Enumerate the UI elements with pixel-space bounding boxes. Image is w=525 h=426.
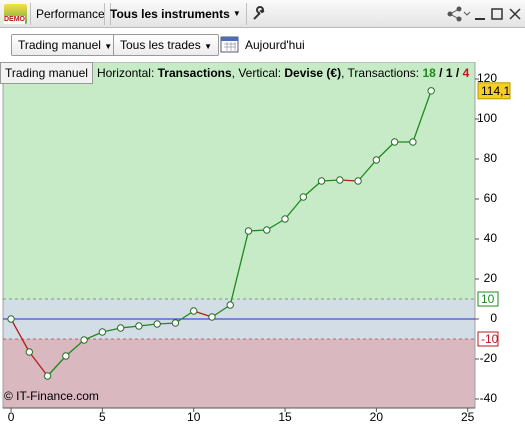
x-tick-label: 15 bbox=[278, 410, 292, 424]
data-point bbox=[244, 227, 253, 235]
line-segment bbox=[412, 90, 432, 143]
header-text: , Vertical: bbox=[231, 66, 282, 80]
logo: DEMO bbox=[4, 4, 27, 24]
chart-tab[interactable]: Trading manuel bbox=[0, 62, 93, 84]
header-text: Devise (€) bbox=[284, 66, 342, 80]
header-text: Horizontal: bbox=[96, 66, 155, 80]
chart: 10 -10 120 100 80 60 40 20 0 -20 -40 0 5 10 15 20 25 114,… bbox=[2, 62, 511, 424]
threshold-label-box bbox=[477, 291, 499, 307]
threshold-label-box bbox=[477, 331, 499, 347]
tab-label: Tous les instruments bbox=[110, 7, 230, 21]
window-icons[interactable] bbox=[446, 6, 522, 22]
mode-dropdown[interactable]: Trading manuel ▼ bbox=[11, 34, 120, 56]
header-text: Transactions bbox=[157, 66, 232, 80]
y-tick-label: 80 bbox=[484, 151, 498, 165]
toolbar: DEMO Performance Tous les instruments ▼ bbox=[0, 0, 525, 28]
y-tick-label: 60 bbox=[484, 191, 498, 205]
upper-zone bbox=[3, 62, 475, 299]
data-point bbox=[43, 372, 52, 380]
data-point bbox=[372, 156, 381, 164]
data-point bbox=[226, 301, 234, 309]
data-point bbox=[281, 215, 289, 223]
data-point bbox=[390, 138, 399, 146]
even-count: 1 bbox=[445, 66, 453, 80]
data-point bbox=[263, 226, 271, 234]
x-tick-label: 10 bbox=[187, 410, 201, 424]
line-segment bbox=[229, 230, 250, 306]
x-tick-label: 0 bbox=[8, 410, 15, 424]
logo-text: DEMO bbox=[4, 16, 25, 24]
line-segment bbox=[10, 318, 30, 353]
separator: / bbox=[455, 66, 460, 80]
line-segment bbox=[375, 141, 396, 161]
line-segment bbox=[65, 339, 85, 357]
y-tick-label: 120 bbox=[477, 71, 497, 85]
tab[interactable]: Tous les instruments ▼ bbox=[104, 3, 247, 25]
trades-label: Tous les trades bbox=[120, 38, 201, 52]
data-point bbox=[7, 315, 15, 323]
data-point bbox=[62, 352, 70, 360]
value-label: 114,1 bbox=[481, 84, 510, 98]
y-tick-label: 100 bbox=[477, 111, 497, 125]
data-point bbox=[299, 193, 307, 201]
y-tick-label: 40 bbox=[484, 231, 498, 245]
y-tick-label: 0 bbox=[490, 311, 497, 325]
line-segment bbox=[302, 180, 322, 198]
date-label[interactable]: Aujourd'hui bbox=[245, 38, 305, 52]
calendar-icon[interactable] bbox=[220, 34, 240, 54]
data-point bbox=[336, 176, 344, 184]
line-segment bbox=[47, 355, 67, 377]
x-tick-label: 20 bbox=[370, 410, 384, 424]
data-point bbox=[171, 319, 180, 327]
data-point bbox=[153, 320, 161, 328]
tab[interactable]: Performance bbox=[30, 3, 111, 25]
data-point bbox=[135, 322, 143, 330]
loss-count: 4 bbox=[462, 66, 470, 80]
separator: / bbox=[439, 66, 443, 80]
dropdown-arrow: ▼ bbox=[232, 9, 241, 18]
line-segment bbox=[28, 351, 49, 377]
value-label-box bbox=[477, 82, 511, 100]
data-point bbox=[427, 87, 435, 95]
threshold-label: 10 bbox=[481, 292, 495, 306]
y-tick-label: -40 bbox=[480, 391, 498, 405]
data-point bbox=[80, 336, 88, 344]
line-segment bbox=[284, 196, 304, 220]
header-text: , Transactions: bbox=[341, 66, 420, 80]
data-point bbox=[116, 324, 125, 332]
data-point bbox=[189, 307, 198, 315]
data-point bbox=[208, 313, 216, 321]
chart-header: Trading manuel Horizontal: Transactions, … bbox=[0, 62, 470, 84]
trades-dropdown[interactable]: Tous les trades ▼ bbox=[113, 34, 219, 56]
credit: © IT-Finance.com bbox=[4, 389, 99, 403]
data-point bbox=[98, 328, 107, 336]
win-count: 18 bbox=[422, 66, 436, 80]
data-point bbox=[317, 177, 326, 185]
data-point bbox=[25, 348, 34, 356]
mode-label: Trading manuel bbox=[18, 38, 101, 52]
data-point bbox=[354, 177, 362, 185]
line-segment bbox=[357, 159, 377, 182]
x-tick-label: 5 bbox=[99, 410, 106, 424]
threshold-label: -10 bbox=[481, 332, 499, 346]
wrench-icon[interactable] bbox=[251, 6, 267, 22]
y-tick-label: 20 bbox=[484, 271, 498, 285]
data-point bbox=[409, 138, 417, 146]
y-tick-label: -20 bbox=[480, 351, 498, 365]
lower-zone bbox=[3, 339, 475, 408]
x-tick-label: 25 bbox=[461, 410, 475, 424]
